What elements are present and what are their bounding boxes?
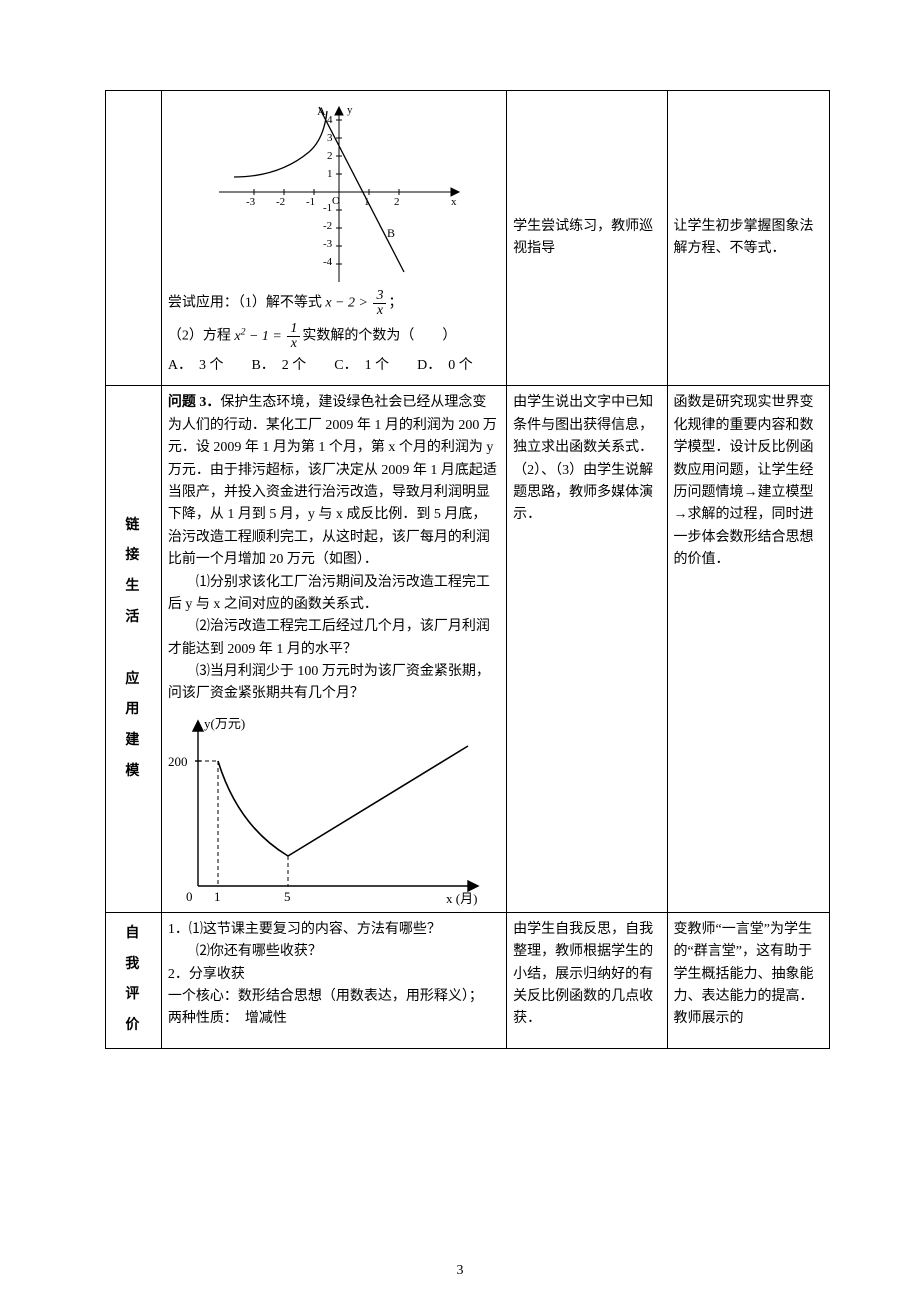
frac-1-over-x: 1x <box>287 322 300 351</box>
row3-col3-text: 由学生自我反思，自我整理，教师根据学生的小结，展示归纳好的有关反比例函数的几点收… <box>513 919 660 1031</box>
svg-text:-1: -1 <box>306 196 315 208</box>
svg-text:5: 5 <box>284 889 291 904</box>
row1-content-cell: x y O -3 -2 -1 1 2 1 2 3 4 -1 -2 -3 <box>161 91 506 386</box>
svg-text:x (月): x (月) <box>446 891 477 906</box>
r3-l1: 1．⑴这节课主要复习的内容、方法有哪些？ <box>168 919 500 941</box>
svg-text:1: 1 <box>327 168 333 180</box>
q3-item2: ⑵治污改造工程完工后经过几个月，该厂月利润才能达到 2009 年 1 月的水平？ <box>168 616 500 661</box>
row1-col3-text: 学生尝试练习，教师巡视指导 <box>513 216 660 261</box>
r3-l3: 2．分享收获 <box>168 964 500 986</box>
svg-text:-2: -2 <box>276 196 285 208</box>
profit-graph: y(万元) 200 0 1 5 x (月) <box>168 706 488 906</box>
ineq-lhs: x − 2 > <box>325 296 368 311</box>
try-apply-line1: 尝试应用：（1）解不等式 x − 2 > 3x； <box>168 287 500 320</box>
row2-col4-text: 函数是研究现实世界变化规律的重要内容和数学模型．设计反比例函数应用问题，让学生经… <box>674 392 823 571</box>
eq-lhs: x2 − 1 = <box>234 329 282 344</box>
try-label: 尝试应用：（1）解不等式 <box>168 296 322 311</box>
row2-label-cell: 链 接 生 活 应 用 建 模 <box>106 386 162 912</box>
row3-label-cell: 自 我 评 价 <box>106 912 162 1048</box>
svg-text:-1: -1 <box>323 202 332 214</box>
svg-text:0: 0 <box>186 889 193 904</box>
row3-col4: 变教师“一言堂”为学生的“群言堂”，这有助于学生概括能力、抽象能力、表达能力的提… <box>667 912 829 1048</box>
row1-col3: 学生尝试练习，教师巡视指导 <box>507 91 667 386</box>
page-number: 3 <box>0 1260 920 1282</box>
row3-col4-text: 变教师“一言堂”为学生的“群言堂”，这有助于学生概括能力、抽象能力、表达能力的提… <box>674 919 823 1031</box>
svg-text:-4: -4 <box>323 256 333 268</box>
svg-text:y(万元): y(万元) <box>204 716 245 731</box>
row1-label-cell <box>106 91 162 386</box>
svg-text:y: y <box>347 104 353 116</box>
q3-paragraph: 问题 3．保护生态环境，建设绿色社会已经从理念变为人们的行动．某化工厂 2009… <box>168 392 500 571</box>
svg-text:x: x <box>451 196 457 208</box>
choices-line: A． 3 个 B． 2 个 C． 1 个 D． 0 个 <box>168 353 500 379</box>
suffix1: ； <box>388 296 402 311</box>
q3-item3: ⑶当月利润少于 100 万元时为该厂资金紧张期，问该厂资金紧张期共有几个月？ <box>168 661 500 706</box>
r3-l4: 一个核心：数形结合思想（用数表达，用形释义）； <box>168 986 500 1008</box>
row2-col3: 由学生说出文字中已知条件与图出获得信息，独立求出函数关系式． （2）、（3）由学… <box>507 386 667 912</box>
r3-l6: 两种性质： 增减性 <box>168 1008 500 1030</box>
row2-content-cell: 问题 3．保护生态环境，建设绿色社会已经从理念变为人们的行动．某化工厂 2009… <box>161 386 506 912</box>
row2-col3-text: 由学生说出文字中已知条件与图出获得信息，独立求出函数关系式． （2）、（3）由学… <box>513 392 660 526</box>
q3-body: 保护生态环境，建设绿色社会已经从理念变为人们的行动．某化工厂 2009 年 1 … <box>168 395 497 567</box>
svg-text:-3: -3 <box>323 238 333 250</box>
row3-label: 自 我 评 价 <box>125 919 141 1042</box>
row3-col3: 由学生自我反思，自我整理，教师根据学生的小结，展示归纳好的有关反比例函数的几点收… <box>507 912 667 1048</box>
svg-text:-2: -2 <box>323 220 332 232</box>
row1-col4: 让学生初步掌握图象法解方程、不等式． <box>667 91 829 386</box>
row2-label: 链 接 生 活 应 用 建 模 <box>125 511 141 788</box>
line2-prefix: （2）方程 <box>168 329 231 344</box>
table-row: 链 接 生 活 应 用 建 模 问题 3．保护生态环境，建设绿色社会已经从理念变… <box>106 386 830 912</box>
r3-l2: ⑵你还有哪些收获？ <box>168 941 500 963</box>
svg-text:-3: -3 <box>246 196 256 208</box>
q3-item1: ⑴分别求该化工厂治污期间及治污改造工程完工后 y 与 x 之间对应的函数关系式． <box>168 572 500 617</box>
svg-text:2: 2 <box>394 196 400 208</box>
lesson-table: x y O -3 -2 -1 1 2 1 2 3 4 -1 -2 -3 <box>105 90 830 1049</box>
row1-col4-text: 让学生初步掌握图象法解方程、不等式． <box>674 216 823 261</box>
svg-text:1: 1 <box>214 889 221 904</box>
line2-suffix: 实数解的个数为（ ） <box>302 329 456 344</box>
row3-content-cell: 1．⑴这节课主要复习的内容、方法有哪些？ ⑵你还有哪些收获？ 2．分享收获 一个… <box>161 912 506 1048</box>
table-row: x y O -3 -2 -1 1 2 1 2 3 4 -1 -2 -3 <box>106 91 830 386</box>
svg-text:B: B <box>387 226 395 240</box>
svg-text:A: A <box>317 104 326 118</box>
svg-text:O: O <box>332 195 340 207</box>
try-apply-line2: （2）方程 x2 − 1 = 1x实数解的个数为（ ） <box>168 320 500 353</box>
svg-text:1: 1 <box>364 196 370 208</box>
svg-text:2: 2 <box>327 150 333 162</box>
svg-text:200: 200 <box>168 754 188 769</box>
coord-graph: x y O -3 -2 -1 1 2 1 2 3 4 -1 -2 -3 <box>199 97 469 287</box>
q3-head: 问题 3． <box>168 395 221 410</box>
table-row: 自 我 评 价 1．⑴这节课主要复习的内容、方法有哪些？ ⑵你还有哪些收获？ 2… <box>106 912 830 1048</box>
row2-col4: 函数是研究现实世界变化规律的重要内容和数学模型．设计反比例函数应用问题，让学生经… <box>667 386 829 912</box>
frac-3-over-x: 3x <box>373 289 386 318</box>
